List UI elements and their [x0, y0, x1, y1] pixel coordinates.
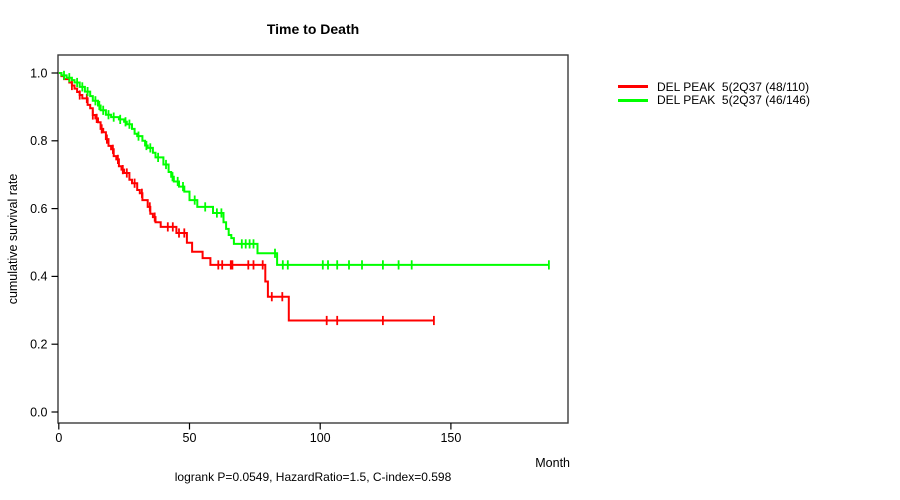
y-tick-label: 0.2 [30, 338, 47, 352]
x-tick-label: 50 [183, 431, 197, 445]
chart-title: Time to Death [266, 21, 360, 37]
legend-item-group2: DEL PEAK 5(2Q37 (46/146) [618, 93, 810, 108]
legend-label-group2: DEL PEAK 5(2Q37 (46/146) [657, 93, 810, 108]
legend: DEL PEAK 5(2Q37 (48/110) DEL PEAK 5(2Q37… [618, 80, 810, 107]
y-tick-label: 0.0 [30, 405, 47, 419]
survival-curve-group1 [58, 72, 434, 322]
y-tick-label: 1.0 [30, 66, 47, 80]
legend-line-red [618, 85, 648, 89]
x-tick-label: 100 [310, 431, 331, 445]
legend-item-group1: DEL PEAK 5(2Q37 (48/110) [618, 80, 810, 94]
y-tick-label: 0.4 [30, 270, 47, 284]
y-tick-label: 0.6 [30, 202, 47, 216]
survival-curve-group2 [58, 72, 549, 266]
stats-caption: logrank P=0.0549, HazardRatio=1.5, C-ind… [174, 470, 452, 484]
x-tick-label: 0 [55, 431, 62, 445]
plot-frame [57, 54, 569, 424]
y-tick-label: 0.8 [30, 134, 47, 148]
legend-label-group1: DEL PEAK 5(2Q37 (48/110) [657, 79, 810, 94]
legend-line-green [618, 98, 648, 102]
x-axis-title: Month [535, 456, 570, 470]
x-tick-label: 150 [440, 431, 461, 445]
